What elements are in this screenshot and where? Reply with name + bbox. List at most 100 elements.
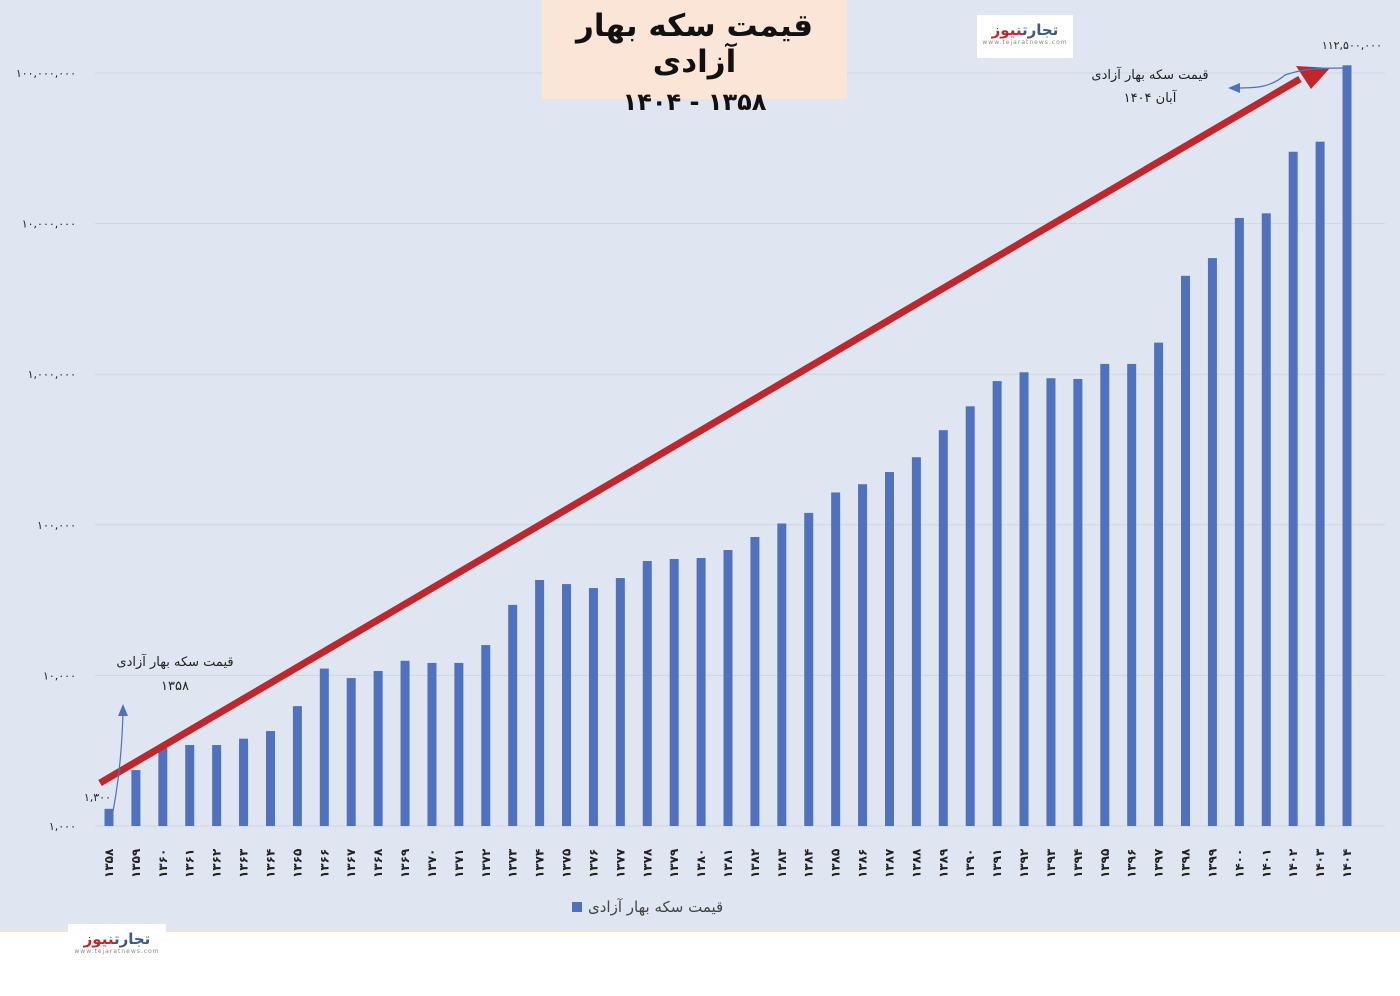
x-tick-label: ۱۳۷۹: [667, 848, 681, 878]
x-tick-label: ۱۳۶۷: [344, 848, 358, 878]
bar: [346, 678, 356, 826]
brand-logo-top: تجارتنیوز www.tejaratnews.com: [977, 15, 1073, 58]
bar: [1234, 217, 1244, 826]
logo-wordmark: تجارتنیوز: [977, 21, 1073, 39]
logo-wordmark: تجارتنیوز: [68, 930, 166, 948]
x-tick-label: ۱۳۸۴: [802, 849, 816, 878]
logo-part1: تجارت: [1021, 21, 1059, 39]
bar: [696, 557, 706, 826]
x-tick-label: ۱۴۰۱: [1259, 849, 1273, 878]
bar: [535, 579, 545, 826]
bar: [911, 457, 921, 826]
bar: [831, 492, 841, 826]
chart-subtitle: ۱۴۰۴ - ۱۳۵۸: [622, 88, 767, 116]
logo-part2: نیوز: [83, 930, 114, 948]
x-tick-label: ۱۳۹۴: [1071, 849, 1085, 878]
x-tick-label: ۱۳۸۳: [775, 848, 789, 878]
bar: [104, 808, 114, 826]
plot-svg: ۱,۰۰۰ ۱۰,۰۰۰ ۱۰۰,۰۰۰ ۱,۰۰۰,۰۰۰ ۱۰,۰۰۰,۰۰۰ ۱۰۰…: [16, 39, 1385, 878]
bar: [992, 381, 1002, 826]
bar: [562, 584, 572, 826]
x-tick-label: ۱۳۷۶: [586, 849, 600, 878]
end-annotation-line2: آبان ۱۴۰۴: [1124, 89, 1178, 106]
y-tick-label: ۱۰,۰۰۰: [43, 669, 76, 682]
chart-area: ۱,۰۰۰ ۱۰,۰۰۰ ۱۰۰,۰۰۰ ۱,۰۰۰,۰۰۰ ۱۰,۰۰۰,۰۰۰ ۱۰۰…: [0, 0, 1400, 932]
bar: [1261, 213, 1271, 827]
bar: [1046, 378, 1056, 826]
end-annotation-arrow: [1228, 67, 1346, 93]
x-tick-label: ۱۳۹۱: [990, 849, 1004, 878]
bar: [158, 747, 168, 826]
start-annotation-arrow: [109, 704, 128, 827]
bar: [481, 645, 491, 826]
x-tick-label: ۱۳۷۳: [506, 848, 520, 878]
bar: [1288, 151, 1298, 826]
x-tick-label: ۱۳۸۹: [936, 848, 950, 878]
bar: [1342, 65, 1352, 826]
x-tick-label: ۱۴۰۰: [1232, 849, 1246, 878]
bar: [723, 550, 733, 826]
bar: [804, 512, 814, 826]
start-annotation-line1: قیمت سکه بهار آزادی: [116, 653, 233, 670]
bar: [884, 472, 894, 826]
x-tick-label: ۱۳۵۸: [102, 848, 116, 878]
x-tick-label: ۱۳۸۱: [721, 849, 735, 878]
x-tick-label: ۱۳۹۳: [1044, 848, 1058, 878]
logo-part1: تجارت: [113, 930, 151, 948]
bar: [615, 578, 625, 826]
x-tick-label: ۱۴۰۳: [1313, 848, 1327, 878]
x-tick-label: ۱۳۷۸: [640, 848, 654, 878]
x-tick-label: ۱۳۹۷: [1152, 848, 1166, 878]
x-tick-label: ۱۳۷۱: [452, 849, 466, 878]
x-tick-label: ۱۳۸۶: [856, 849, 870, 878]
y-tick-label: ۱,۰۰۰,۰۰۰: [28, 368, 76, 381]
legend-swatch-icon: [572, 902, 582, 912]
x-tick-label: ۱۳۶۰: [156, 849, 170, 878]
brand-logo-bottom: تجارتنیوز www.tejaratnews.com: [68, 924, 166, 962]
x-tick-label: ۱۳۶۸: [371, 848, 385, 878]
bar: [400, 660, 410, 826]
end-annotation-line1: قیمت سکه بهار آزادی: [1091, 66, 1208, 83]
x-tick-label: ۱۳۹۶: [1125, 849, 1139, 878]
bar: [938, 430, 948, 826]
x-tick-label: ۱۳۶۴: [263, 849, 277, 878]
x-tick-label: ۱۴۰۲: [1286, 848, 1300, 878]
bar: [508, 604, 518, 826]
x-tick-label: ۱۳۶۵: [290, 849, 304, 878]
bar: [131, 770, 141, 826]
x-tick-label: ۱۳۸۰: [694, 849, 708, 878]
bar: [858, 484, 868, 826]
x-tick-label: ۱۳۹۲: [1017, 848, 1031, 878]
bar: [1154, 342, 1164, 826]
bar: [1181, 275, 1191, 827]
start-value-label: ۱,۳۰۰: [84, 791, 111, 804]
x-tick-label: ۱۳۶۳: [237, 848, 251, 878]
x-tick-label: ۱۳۷۵: [560, 849, 574, 878]
x-tick-label: ۱۳۷۴: [533, 849, 547, 878]
bar: [265, 731, 275, 826]
x-axis-ticks: ۱۳۵۸ ۱۳۵۹ ۱۳۶۰ ۱۳۶۱ ۱۳۶۲ ۱۳۶۳ ۱۳۶۴ ۱۳۶۵ ۱۳۶۶ ۱۳۶۷…: [102, 848, 1354, 878]
bar: [965, 406, 975, 826]
logo-part2: نیوز: [991, 21, 1022, 39]
bar: [319, 668, 329, 826]
x-tick-label: ۱۳۶۲: [210, 848, 224, 878]
chart-legend: قیمت سکه بهار آزادی: [572, 898, 723, 916]
start-annotation-line2: ۱۳۵۸: [161, 679, 189, 694]
bar: [669, 558, 679, 826]
x-tick-label: ۱۳۹۹: [1205, 848, 1219, 878]
x-tick-label: ۱۳۶۱: [183, 849, 197, 878]
x-tick-label: ۱۳۷۰: [425, 849, 439, 878]
gridlines: [95, 72, 1385, 827]
end-value-label: ۱۱۲,۵۰۰,۰۰۰: [1322, 39, 1382, 52]
bar: [373, 670, 383, 826]
x-tick-label: ۱۳۵۹: [129, 848, 143, 878]
bar: [1073, 378, 1083, 826]
bar: [588, 588, 598, 826]
x-tick-label: ۱۳۸۷: [882, 848, 896, 878]
bar: [1127, 363, 1137, 826]
bar: [185, 745, 195, 826]
legend-label: قیمت سکه بهار آزادی: [588, 898, 724, 916]
x-tick-label: ۱۳۹۵: [1098, 849, 1112, 878]
logo-url: www.tejaratnews.com: [74, 948, 160, 955]
bar: [1207, 258, 1217, 826]
